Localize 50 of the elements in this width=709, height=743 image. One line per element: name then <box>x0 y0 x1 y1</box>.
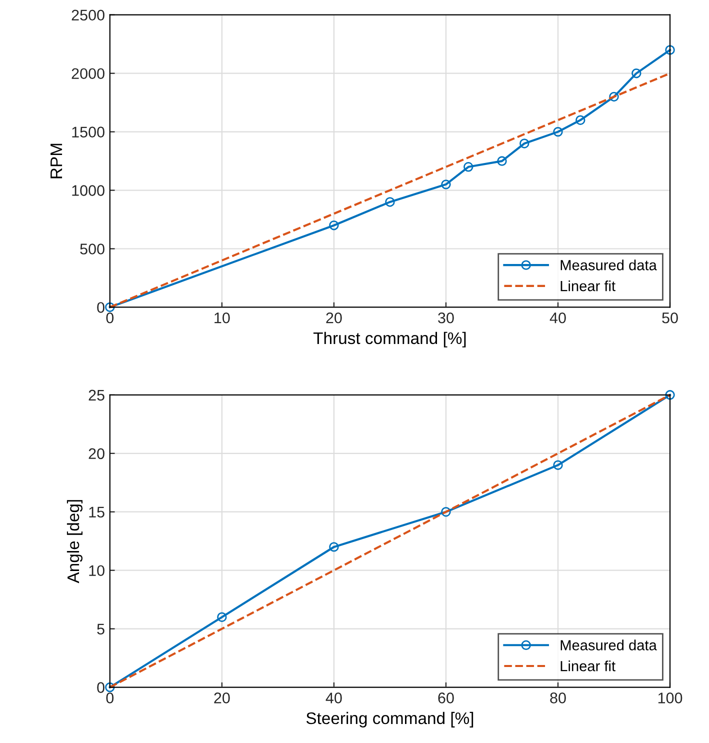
x-tick-label: 60 <box>438 692 454 704</box>
y-tick-label: 5 <box>97 624 104 634</box>
point <box>609 92 619 102</box>
x-axis-title: Steering command [%] <box>306 712 474 728</box>
point <box>105 682 115 692</box>
point <box>553 126 563 137</box>
point <box>385 197 395 207</box>
y-tick-label: 0 <box>97 302 104 313</box>
point <box>105 302 115 312</box>
x-tick-label: 0 <box>106 692 114 704</box>
legend-label: Linear fit <box>560 280 616 292</box>
legend-label: Measured data <box>560 260 657 270</box>
point <box>497 156 507 166</box>
y-tick-label: 2500 <box>72 10 104 21</box>
x-tick-label: 100 <box>658 692 682 704</box>
y-tick-label: 0 <box>97 682 104 693</box>
point <box>441 180 451 190</box>
y-tick-label: 20 <box>88 448 104 460</box>
x-tick-label: 10 <box>214 312 230 324</box>
point <box>464 162 474 172</box>
x-tick-label: 50 <box>662 312 678 324</box>
point <box>441 507 451 517</box>
legend-label: Measured data <box>560 640 657 650</box>
point <box>665 45 675 55</box>
point <box>329 220 339 230</box>
y-axis-title: RPM <box>50 144 62 178</box>
y-tick-label: 25 <box>88 390 104 401</box>
y-tick-label: 10 <box>89 565 104 576</box>
y-tick-label: 2000 <box>72 68 104 80</box>
x-tick-label: 80 <box>550 692 566 704</box>
x-tick-label: 30 <box>438 312 454 324</box>
point <box>520 138 530 148</box>
x-axis-title: Thrust command [%] <box>313 332 466 348</box>
point <box>665 390 675 400</box>
x-tick-label: 20 <box>214 692 230 704</box>
y-tick-label: 500 <box>80 244 104 254</box>
y-tick-label: 1500 <box>72 126 104 138</box>
x-tick-label: 40 <box>550 312 566 324</box>
point <box>576 115 586 125</box>
x-tick-label: 40 <box>326 692 342 704</box>
point <box>217 612 227 622</box>
point <box>553 460 563 470</box>
y-tick-label: 15 <box>89 506 104 518</box>
x-tick-label: 20 <box>326 312 342 324</box>
legend-label: Linear fit <box>560 660 616 672</box>
point <box>632 68 642 78</box>
point <box>329 542 339 552</box>
x-tick-label: 0 <box>106 312 114 324</box>
y-tick-label: 1000 <box>72 185 104 196</box>
y-axis-title: Angle [deg] <box>66 500 82 584</box>
